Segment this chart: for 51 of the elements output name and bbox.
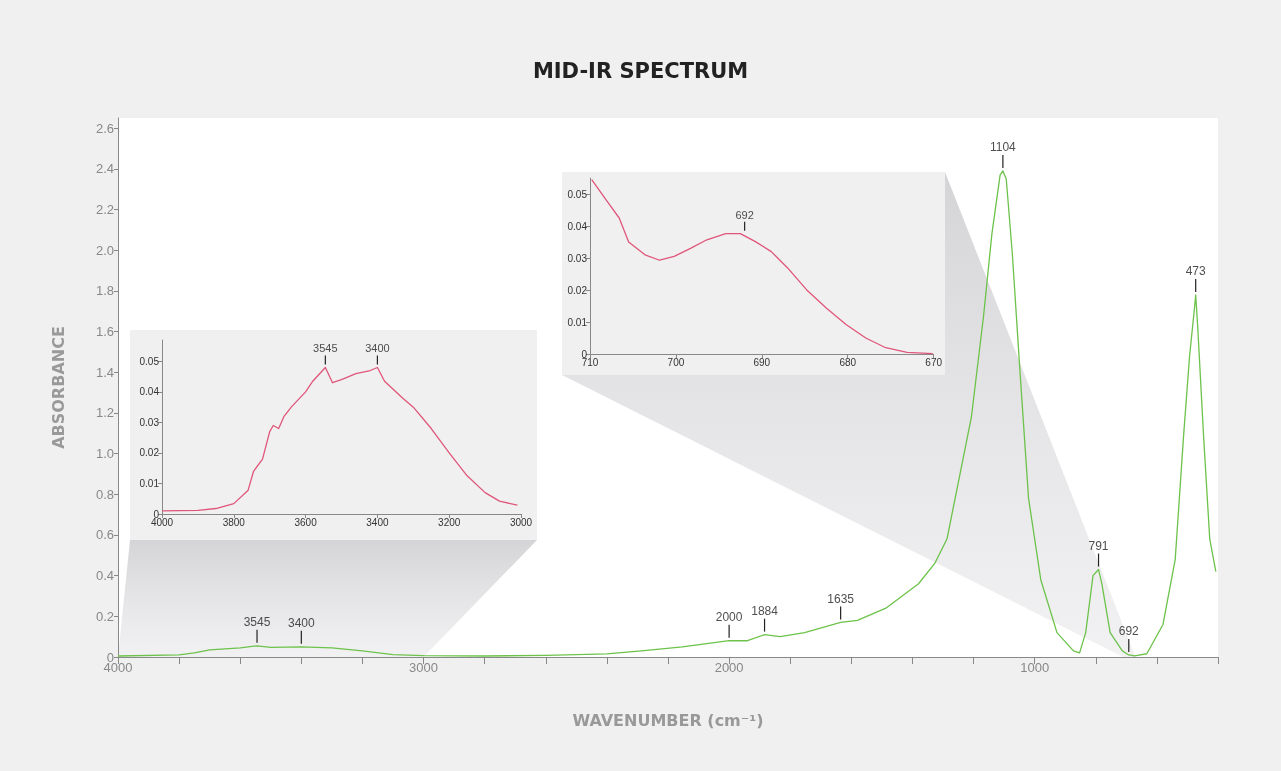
annotation: 1884 <box>751 604 779 619</box>
y-tick-label: 0.02 <box>567 284 588 296</box>
annotation: 3400 <box>287 616 315 631</box>
x-tick-label: 690 <box>753 356 771 368</box>
annotation: 473 <box>1185 264 1207 279</box>
y-axis-title: ABSORBANCE <box>48 326 68 449</box>
y-tick-label: 2.0 <box>95 242 114 258</box>
y-tick-label: 0.6 <box>95 527 114 543</box>
x-tick-label: 680 <box>839 356 857 368</box>
y-tick-label: 0.04 <box>567 220 588 232</box>
y-tick-label: 2.2 <box>95 202 114 218</box>
x-tick-label: 3600 <box>294 516 318 528</box>
x-tick-label: 3800 <box>222 516 246 528</box>
y-tick-label: 0.05 <box>139 355 160 367</box>
annotation: 3545 <box>243 615 271 630</box>
y-tick-label: 0.01 <box>139 477 160 489</box>
chart-title: MID-IR SPECTRUM <box>532 58 749 83</box>
y-tick-label: 1.4 <box>95 364 114 380</box>
y-tick-label: 1.6 <box>95 324 114 340</box>
y-tick-label: 0.05 <box>567 188 588 200</box>
x-tick-label: 700 <box>667 356 685 368</box>
x-tick-label: 670 <box>925 356 943 368</box>
annotation: 2000 <box>715 610 743 625</box>
y-tick-label: 0.8 <box>95 486 114 502</box>
x-tick-label: 2000 <box>714 660 744 675</box>
y-tick-label: 0.2 <box>95 608 114 624</box>
y-tick-label: 1.0 <box>95 446 114 462</box>
y-tick-label: 0.03 <box>567 252 588 264</box>
x-tick-label: 3200 <box>438 516 461 528</box>
y-tick-label: 0.04 <box>139 386 160 398</box>
annotation: 692 <box>735 208 754 221</box>
annotation: 1104 <box>989 140 1017 155</box>
y-tick-label: 0.01 <box>567 316 588 328</box>
annotation: 791 <box>1088 539 1109 554</box>
y-tick-label: 2.4 <box>95 161 114 177</box>
x-axis-title: WAVENUMBER (cm⁻¹) <box>572 710 764 730</box>
x-tick-label: 4000 <box>103 660 133 675</box>
x-tick-label: 3000 <box>509 516 533 528</box>
y-tick-label: 1.2 <box>95 405 114 421</box>
annotation: 1635 <box>827 591 855 606</box>
x-tick-label: 3400 <box>366 516 389 528</box>
y-tick-label: 0.02 <box>139 447 160 459</box>
y-tick-label: 1.8 <box>95 283 114 299</box>
x-tick-label: 1000 <box>1020 660 1050 675</box>
y-tick-label: 2.6 <box>95 120 114 136</box>
y-tick-label: 0.4 <box>95 568 114 584</box>
annotation: 3400 <box>365 342 390 355</box>
annotation: 3545 <box>313 342 338 355</box>
x-tick-label: 3000 <box>409 660 439 675</box>
annotation: 692 <box>1118 624 1140 639</box>
y-tick-label: 0.03 <box>139 416 160 428</box>
